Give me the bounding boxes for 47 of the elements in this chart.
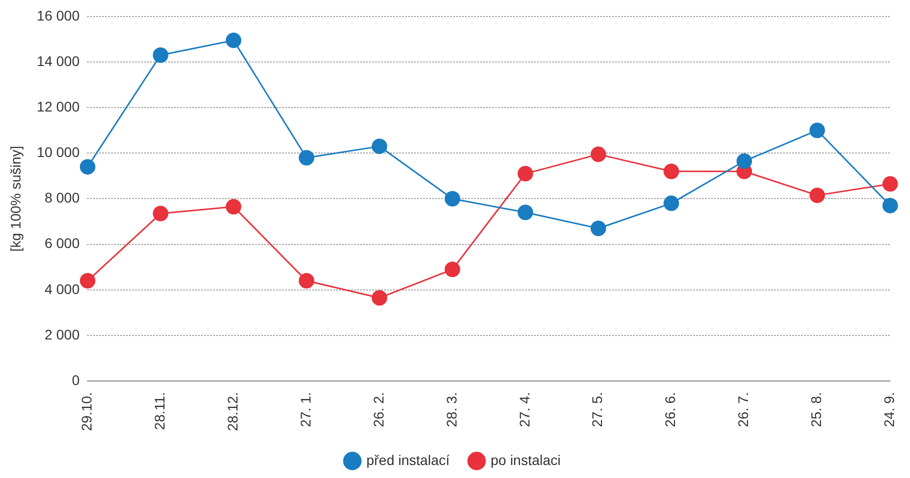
legend-label: před instalací	[366, 452, 450, 468]
x-tick-label: 26. 2.	[370, 392, 386, 428]
point	[372, 138, 388, 154]
point	[590, 146, 606, 162]
x-tick-label: 28.12.	[224, 392, 240, 432]
point	[444, 190, 460, 206]
x-tick-label: 29.10.	[78, 392, 94, 432]
y-axis-title: [kg 100% sušiny]	[7, 146, 24, 252]
x-tick-label: 26. 6.	[662, 392, 678, 428]
x-tick-label: 27. 5.	[589, 392, 606, 428]
x-tick-label: 27. 1.	[297, 392, 314, 428]
point	[226, 32, 242, 48]
point	[80, 159, 96, 175]
y-tick-label: 10 000	[36, 144, 80, 160]
legend-label: po instalaci	[490, 452, 561, 468]
y-tick-label: 16 000	[36, 7, 80, 24]
x-tick-label: 27. 4.	[516, 392, 532, 428]
point	[809, 122, 825, 138]
point	[518, 204, 534, 220]
point	[226, 198, 242, 214]
point	[80, 273, 96, 289]
point	[736, 153, 752, 169]
point	[444, 262, 460, 278]
point	[664, 196, 680, 212]
x-tick-label: 28. 3.	[443, 392, 460, 428]
y-tick-label: 14 000	[36, 52, 80, 69]
point	[518, 166, 534, 182]
point	[372, 290, 388, 306]
x-tick-label: 24. 9.	[881, 392, 898, 428]
x-tick-label: 25. 8.	[808, 392, 824, 428]
y-tick-label: 12 000	[36, 98, 80, 114]
point	[590, 220, 606, 236]
x-tick-label: 26. 7.	[735, 392, 752, 428]
y-tick-label: 6 000	[44, 235, 80, 252]
point	[152, 47, 168, 63]
point	[152, 206, 168, 222]
y-tick-label: 4 000	[44, 280, 80, 297]
point	[882, 198, 898, 214]
point	[882, 176, 898, 192]
y-tick-label: 2 000	[44, 326, 80, 342]
point	[298, 273, 314, 289]
point	[809, 188, 825, 204]
y-tick-label: 8 000	[44, 190, 80, 206]
x-tick-label: 28.11.	[151, 392, 168, 430]
y-tick-label: 0	[72, 372, 80, 388]
point	[664, 164, 680, 180]
point	[298, 150, 314, 166]
